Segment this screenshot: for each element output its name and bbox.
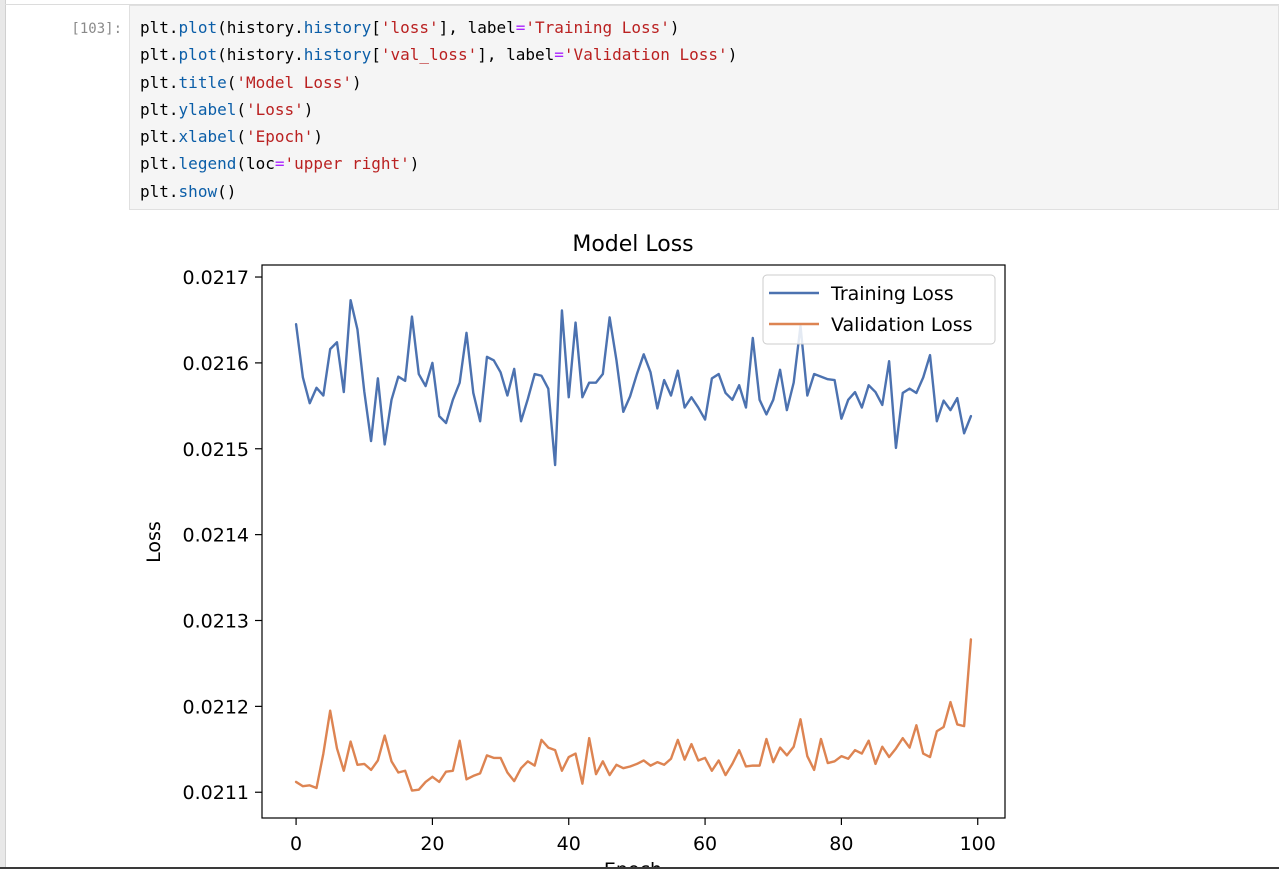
code-line: plt.plot(history.history['loss'], label=… [140, 18, 680, 37]
code-token-str: 'Training Loss' [525, 18, 670, 37]
code-token-key: label [506, 45, 555, 65]
code-token-punc: ) [409, 154, 420, 174]
code-token-id: history [226, 18, 295, 37]
x-tick-label: 60 [693, 833, 717, 855]
code-token-str: 'upper right' [284, 154, 410, 174]
code-token-attr: plot [178, 18, 218, 37]
code-token-id: plt [140, 154, 169, 174]
code-token-punc: ( [236, 99, 246, 119]
code-token-op: = [515, 18, 526, 37]
code-token-attr: history [303, 18, 372, 37]
y-tick-label: 0.0213 [183, 611, 249, 633]
code-token-punc: () [217, 181, 237, 201]
code-token-punc: [ [371, 18, 381, 37]
chart-title: Model Loss [572, 232, 693, 257]
code-token-punc: ) [727, 45, 738, 65]
code-token-attr: title [178, 72, 227, 92]
cell-execution-prompt: [103]: [71, 21, 122, 37]
code-token-punc: . [168, 18, 179, 37]
model-loss-chart: Model Loss 0 20 40 60 80 100 0.0211 0.0212 0.021… [143, 232, 1006, 867]
code-token-id: plt [140, 72, 169, 92]
code-token-str: 'Validation Loss' [563, 45, 728, 65]
code-token-attr: plot [178, 45, 218, 65]
code-token-punc: ) [351, 72, 362, 92]
code-token-punc: . [294, 18, 304, 37]
code-token-attr: xlabel [178, 127, 237, 147]
code-line: plt.title('Model Loss') [140, 73, 362, 92]
code-token-punc: ) [303, 99, 314, 119]
code-token-punc: ( [217, 18, 227, 37]
y-tick-label: 0.0214 [183, 525, 249, 547]
code-token-id: plt [140, 45, 169, 65]
window-bottom-edge [0, 867, 1279, 869]
x-tick-label: 40 [557, 833, 581, 855]
code-token-punc: . [168, 127, 179, 147]
legend-label-validation: Validation Loss [831, 314, 973, 336]
code-token-punc: ], [438, 18, 468, 37]
code-token-str: 'Model Loss' [236, 72, 352, 92]
code-token-punc: . [168, 154, 179, 174]
legend-box [762, 274, 996, 345]
code-token-attr: history [303, 45, 372, 65]
code-token-punc: ( [217, 45, 227, 65]
code-token-id: plt [140, 99, 169, 119]
y-tick-label: 0.0211 [183, 782, 249, 804]
code-token-key: loc [245, 154, 275, 174]
y-tick-label: 0.0217 [183, 267, 249, 289]
code-token-attr: show [178, 181, 218, 201]
code-line: plt.xlabel('Epoch') [140, 127, 323, 146]
code-token-punc: ( [236, 127, 246, 147]
code-line: plt.legend(loc='upper right') [140, 154, 419, 173]
code-line: plt.ylabel('Loss') [140, 100, 313, 119]
code-cell-editor[interactable]: plt.plot(history.history['loss'], label=… [129, 5, 1279, 210]
code-token-attr: ylabel [178, 99, 237, 119]
code-token-punc: ( [236, 154, 246, 174]
x-tick-label: 100 [960, 833, 996, 855]
legend-label-training: Training Loss [830, 283, 954, 305]
x-tick-label: 80 [829, 833, 853, 855]
code-token-str: 'loss' [380, 18, 439, 37]
code-token-str: 'Epoch' [245, 127, 314, 147]
y-tick-label: 0.0216 [183, 353, 249, 375]
code-token-op: = [274, 154, 285, 174]
code-token-punc: . [168, 181, 179, 201]
cell-output-area: Model Loss 0 20 40 60 80 100 0.0211 0.0212 0.021… [0, 212, 1279, 867]
cell-top-border [5, 4, 1279, 5]
series-line-validation [294, 638, 973, 792]
x-tick-label: 20 [420, 833, 444, 855]
x-axis-label: Epoch [604, 859, 662, 867]
code-token-str: 'Loss' [245, 99, 304, 119]
notebook-left-rail [0, 0, 6, 869]
plot-frame [261, 264, 1006, 819]
y-axis-label: Loss [143, 521, 165, 563]
code-token-punc: ( [226, 72, 237, 92]
code-token-punc: ) [669, 18, 680, 37]
x-tick-label: 0 [290, 833, 302, 855]
code-source[interactable]: plt.plot(history.history['loss'], label=… [140, 14, 737, 205]
code-token-key: label [467, 18, 516, 37]
code-token-id: plt [140, 18, 169, 37]
code-line: plt.plot(history.history['val_loss'], la… [140, 45, 737, 64]
series-line-training [294, 299, 973, 467]
y-tick-label: 0.0215 [183, 439, 249, 461]
code-token-id: plt [140, 181, 169, 201]
code-token-id: plt [140, 127, 169, 147]
code-token-punc: . [168, 45, 179, 65]
code-line: plt.show() [140, 182, 236, 201]
code-token-op: = [554, 45, 564, 65]
code-token-punc: ], [477, 45, 507, 65]
code-token-punc: ) [313, 127, 324, 147]
code-token-attr: legend [178, 154, 237, 174]
code-token-str: 'val_loss' [380, 45, 478, 65]
code-token-punc: . [294, 45, 304, 65]
plot-area: 0 20 40 60 80 100 0.0211 0.0212 0.0213 0.0214 0.02… [183, 264, 1006, 855]
code-token-punc: . [168, 72, 179, 92]
code-token-punc: [ [371, 45, 381, 65]
code-token-id: history [226, 45, 295, 65]
y-tick-label: 0.0212 [183, 696, 249, 718]
code-token-punc: . [168, 99, 179, 119]
